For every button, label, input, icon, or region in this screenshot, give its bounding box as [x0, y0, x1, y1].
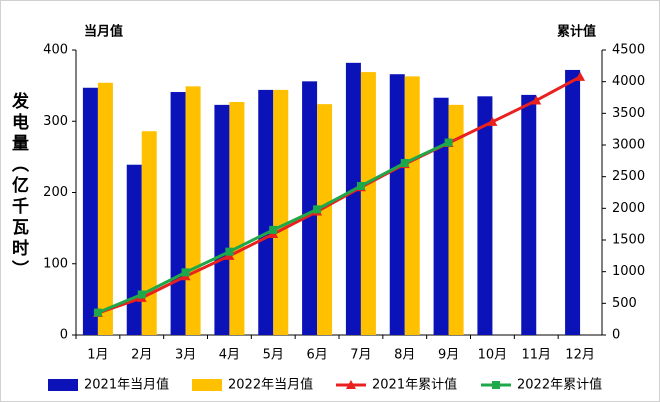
- x-tick-label: 6月: [306, 348, 327, 363]
- x-tick-label: 12月: [565, 348, 595, 363]
- bar: [302, 81, 318, 335]
- bar: [521, 94, 537, 335]
- legend-label: 2022年累计值: [517, 377, 602, 393]
- bar: [273, 89, 289, 336]
- bar: [82, 87, 98, 335]
- x-tick-label: 9月: [438, 348, 459, 363]
- x-tick-label: 8月: [394, 348, 415, 363]
- marker: [575, 71, 586, 81]
- bar: [433, 97, 449, 335]
- bar: [185, 86, 201, 336]
- line: [97, 75, 581, 315]
- y2-tick-label: 2000: [612, 201, 645, 216]
- y-axis-label: 发电量（亿千瓦时）: [8, 91, 30, 281]
- y2-axis-title: 累计值: [557, 24, 596, 40]
- bar: [345, 62, 361, 335]
- y2-tick-label: 500: [612, 296, 637, 311]
- x-tick-label: 3月: [175, 348, 196, 363]
- x-tick-label: 11月: [521, 348, 551, 363]
- x-tick-label: 5月: [263, 348, 284, 363]
- bar: [448, 104, 464, 335]
- bar: [477, 96, 493, 335]
- x-tick-label: 4月: [219, 348, 240, 363]
- marker: [356, 181, 365, 190]
- y2-tick-label: 4500: [612, 43, 645, 58]
- y2-tick-label: 1500: [612, 233, 645, 248]
- marker: [269, 225, 278, 234]
- x-tick-label: 7月: [350, 348, 371, 363]
- y2-tick-label: 3500: [612, 106, 645, 121]
- bar: [389, 74, 405, 335]
- bar: [170, 92, 186, 335]
- y-tick-label: 200: [43, 185, 68, 200]
- marker: [225, 247, 234, 256]
- marker: [313, 205, 322, 214]
- y2-tick-label: 2500: [612, 169, 645, 184]
- bar: [97, 82, 113, 336]
- marker: [531, 95, 542, 105]
- marker: [487, 116, 498, 126]
- legend-swatch: [48, 379, 78, 391]
- y-axis-title: 当月值: [84, 24, 123, 40]
- y2-tick-label: 3000: [612, 138, 645, 153]
- bar: [229, 102, 245, 335]
- legend-marker: [346, 380, 356, 389]
- x-tick-label: 10月: [478, 348, 508, 363]
- y-tick-label: 0: [60, 328, 68, 343]
- bar: [141, 131, 157, 335]
- bar: [565, 69, 581, 335]
- y2-tick-label: 0: [612, 328, 620, 343]
- marker: [400, 158, 409, 167]
- bar: [360, 72, 376, 336]
- y-tick-label: 300: [43, 114, 68, 129]
- marker: [93, 308, 102, 317]
- legend-marker: [492, 381, 500, 389]
- legend-swatch: [192, 379, 222, 391]
- marker: [137, 290, 146, 299]
- bar: [258, 89, 274, 336]
- legend-label: 2022年当月值: [228, 377, 313, 393]
- bar: [404, 76, 420, 336]
- x-tick-label: 2月: [131, 348, 152, 363]
- marker: [444, 138, 453, 147]
- y2-tick-label: 4000: [612, 74, 645, 89]
- marker: [181, 268, 190, 277]
- legend-label: 2021年累计值: [372, 377, 457, 393]
- bar: [317, 104, 333, 336]
- y-tick-label: 400: [43, 43, 68, 58]
- y2-tick-label: 1000: [612, 264, 645, 279]
- bar: [126, 164, 142, 335]
- bar: [214, 104, 230, 335]
- legend-label: 2021年当月值: [84, 377, 169, 393]
- x-tick-label: 1月: [87, 348, 108, 363]
- y-tick-label: 100: [43, 256, 68, 271]
